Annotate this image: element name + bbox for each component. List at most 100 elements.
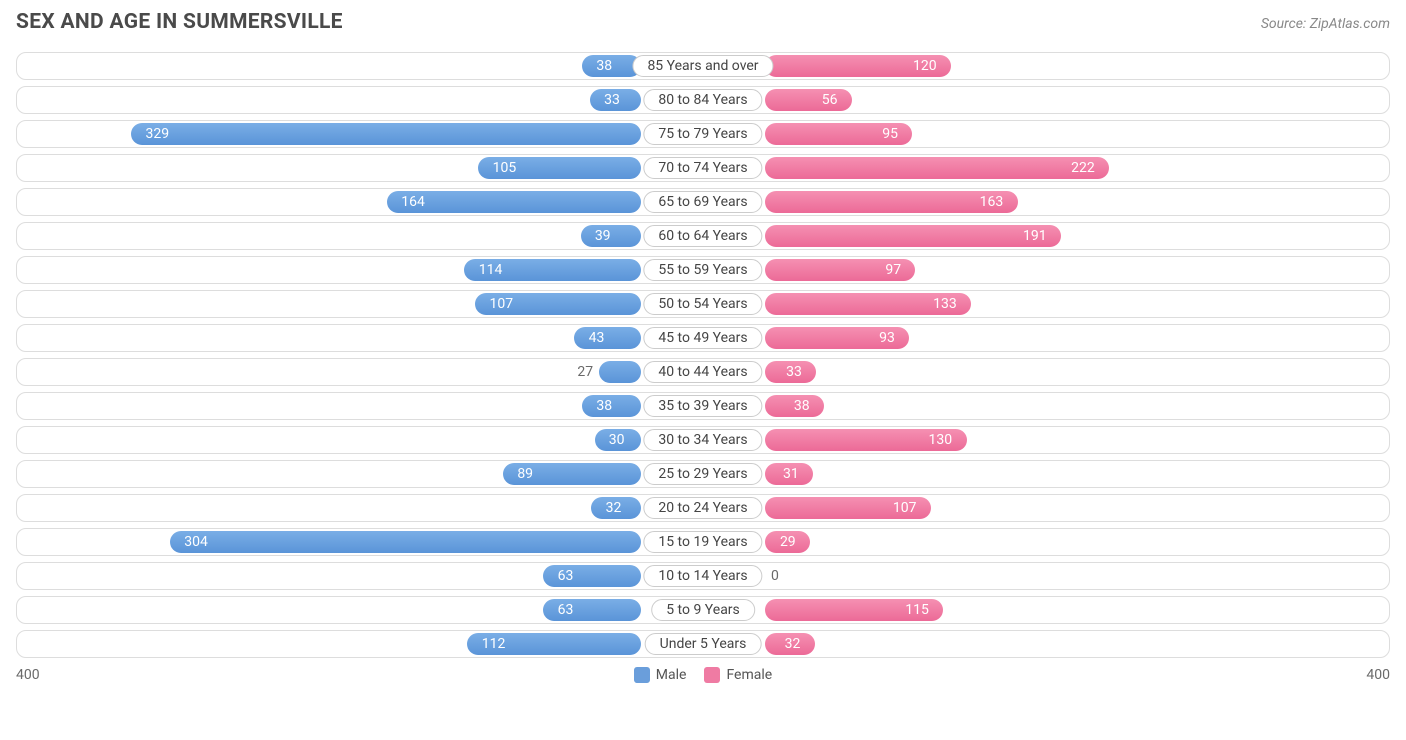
chart-footer: 400 Male Female 400 <box>16 664 1390 686</box>
chart-row: 40 to 44 Years 27 33 <box>16 358 1390 386</box>
male-half: 63 <box>17 565 703 587</box>
male-value: 164 <box>401 191 425 213</box>
female-half: 38 <box>703 395 1389 417</box>
age-group-label: 50 to 54 Years <box>643 293 762 315</box>
male-bar <box>574 327 641 349</box>
age-group-label: 10 to 14 Years <box>643 565 762 587</box>
male-value: 43 <box>589 327 605 349</box>
male-half: 32 <box>17 497 703 519</box>
age-group-label: 70 to 74 Years <box>643 157 762 179</box>
female-bar <box>765 157 1109 179</box>
female-value: 0 <box>771 565 779 587</box>
age-group-label: 60 to 64 Years <box>643 225 762 247</box>
age-group-label: 40 to 44 Years <box>643 361 762 383</box>
age-group-label: 65 to 69 Years <box>643 191 762 213</box>
chart-row: 50 to 54 Years 107 133 <box>16 290 1390 318</box>
age-group-label: 30 to 34 Years <box>643 429 762 451</box>
female-value: 29 <box>780 531 796 553</box>
female-half: 95 <box>703 123 1389 145</box>
female-value: 38 <box>794 395 810 417</box>
female-value: 191 <box>1023 225 1047 247</box>
female-half: 191 <box>703 225 1389 247</box>
axis-left-max: 400 <box>16 667 40 683</box>
age-group-label: 25 to 29 Years <box>643 463 762 485</box>
male-half: 304 <box>17 531 703 553</box>
legend-label-female: Female <box>726 667 772 683</box>
male-half: 164 <box>17 191 703 213</box>
male-half: 329 <box>17 123 703 145</box>
female-value: 93 <box>879 327 895 349</box>
male-half: 27 <box>17 361 703 383</box>
age-group-label: 20 to 24 Years <box>643 497 762 519</box>
male-value: 63 <box>558 599 574 621</box>
female-bar <box>765 89 852 111</box>
male-value: 304 <box>184 531 208 553</box>
male-half: 105 <box>17 157 703 179</box>
legend: Male Female <box>40 667 1367 683</box>
male-bar <box>581 225 641 247</box>
chart-row: 20 to 24 Years 32 107 <box>16 494 1390 522</box>
legend-item-female: Female <box>704 667 772 683</box>
female-half: 107 <box>703 497 1389 519</box>
female-half: 32 <box>703 633 1389 655</box>
female-half: 163 <box>703 191 1389 213</box>
female-half: 56 <box>703 89 1389 111</box>
female-value: 115 <box>905 599 929 621</box>
chart-row: 60 to 64 Years39191 <box>16 222 1390 250</box>
male-half: 43 <box>17 327 703 349</box>
chart-container: SEX AND AGE IN SUMMERSVILLE Source: ZipA… <box>0 0 1406 694</box>
chart-row: 35 to 39 Years3838 <box>16 392 1390 420</box>
age-group-label: 5 to 9 Years <box>651 599 755 621</box>
age-group-label: 55 to 59 Years <box>643 259 762 281</box>
male-half: 114 <box>17 259 703 281</box>
male-value: 32 <box>606 497 622 519</box>
female-value: 163 <box>980 191 1004 213</box>
chart-row: 85 Years and over38120 <box>16 52 1390 80</box>
male-bar <box>599 361 641 383</box>
male-half: 33 <box>17 89 703 111</box>
female-value: 32 <box>785 633 801 655</box>
female-half: 120 <box>703 55 1389 77</box>
male-value: 112 <box>482 633 506 655</box>
female-half: 31 <box>703 463 1389 485</box>
legend-swatch-male <box>634 667 650 683</box>
female-half: 222 <box>703 157 1389 179</box>
male-value: 38 <box>596 395 612 417</box>
axis-right-max: 400 <box>1366 667 1390 683</box>
male-half: 63 <box>17 599 703 621</box>
female-value: 120 <box>913 55 937 77</box>
male-value: 27 <box>577 361 593 383</box>
chart-source: Source: ZipAtlas.com <box>1261 16 1390 32</box>
male-bar <box>170 531 641 553</box>
female-half: 115 <box>703 599 1389 621</box>
female-half: 29 <box>703 531 1389 553</box>
age-group-label: 45 to 49 Years <box>643 327 762 349</box>
male-value: 329 <box>145 123 169 145</box>
chart-row: 55 to 59 Years 114 97 <box>16 256 1390 284</box>
male-value: 107 <box>490 293 514 315</box>
chart-rows: 85 Years and over3812080 to 84 Years3356… <box>16 52 1390 658</box>
female-half: 133 <box>703 293 1389 315</box>
female-half: 93 <box>703 327 1389 349</box>
male-bar <box>131 123 641 145</box>
chart-row: 10 to 14 Years63 0 <box>16 562 1390 590</box>
female-value: 56 <box>822 89 838 111</box>
male-half: 112 <box>17 633 703 655</box>
female-half: 130 <box>703 429 1389 451</box>
male-value: 114 <box>479 259 503 281</box>
chart-row: 75 to 79 Years32995 <box>16 120 1390 148</box>
female-half: 97 <box>703 259 1389 281</box>
female-value: 130 <box>929 429 953 451</box>
female-value: 133 <box>933 293 957 315</box>
chart-row: 5 to 9 Years 63 115 <box>16 596 1390 624</box>
female-value: 97 <box>885 259 901 281</box>
header: SEX AND AGE IN SUMMERSVILLE Source: ZipA… <box>16 10 1390 34</box>
chart-row: 70 to 74 Years105 222 <box>16 154 1390 182</box>
female-value: 222 <box>1071 157 1095 179</box>
male-half: 107 <box>17 293 703 315</box>
chart-row: 25 to 29 Years8931 <box>16 460 1390 488</box>
male-half: 38 <box>17 395 703 417</box>
legend-swatch-female <box>704 667 720 683</box>
female-value: 33 <box>786 361 802 383</box>
chart-row: 65 to 69 Years 164 163 <box>16 188 1390 216</box>
